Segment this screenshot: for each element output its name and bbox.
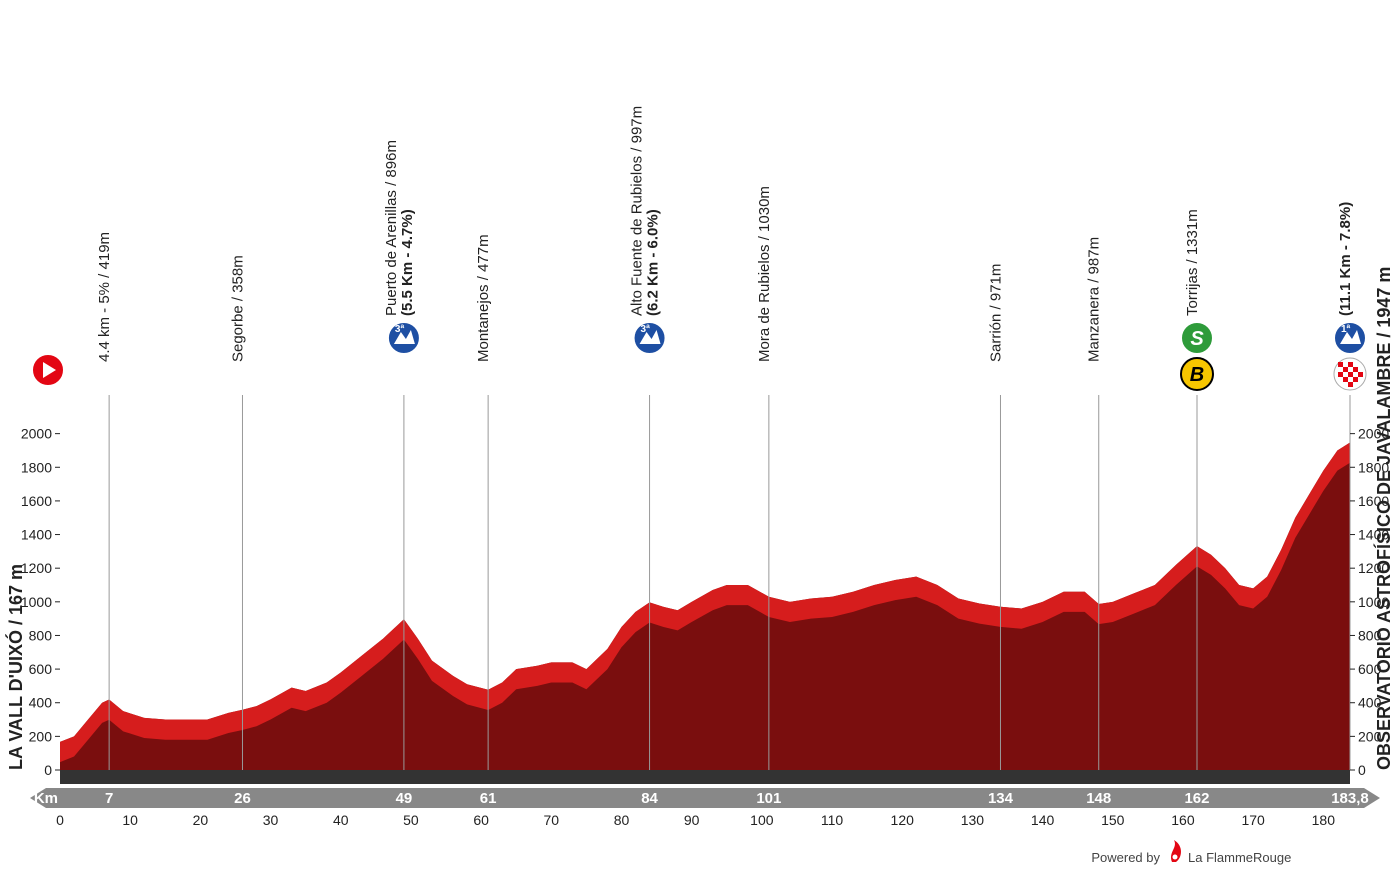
y-tick-label-left: 0 (44, 762, 52, 778)
x-tick-label: 30 (263, 812, 279, 828)
marker-label: Sarrión / 971m (987, 264, 1004, 362)
svg-text:1ª: 1ª (1341, 324, 1351, 335)
x-tick-label: 20 (193, 812, 209, 828)
marker-label: Mora de Rubielos / 1030m (756, 186, 773, 362)
km-bar-value: 49 (396, 790, 413, 807)
km-bar-value: 101 (756, 790, 781, 807)
km-bar-value: 26 (234, 790, 251, 807)
x-tick-label: 80 (614, 812, 630, 828)
x-tick-label: 90 (684, 812, 700, 828)
y-tick-label-left: 1400 (21, 527, 52, 543)
km-bar-value: 84 (641, 790, 658, 807)
km-bar-value: 148 (1086, 790, 1111, 807)
credit-brand: La FlammeRouge (1188, 850, 1291, 865)
credit-prefix: Powered by (1091, 850, 1160, 865)
kom-icon: 1ª (1334, 322, 1366, 354)
y-tick-label-left: 800 (29, 627, 53, 643)
x-tick-label: 120 (891, 812, 915, 828)
marker-label-bold: (5.5 Km - 4.7%) (399, 209, 416, 316)
y-tick-label-left: 2000 (21, 426, 52, 442)
marker-label: Segorbe / 358m (229, 255, 246, 362)
x-tick-label: 140 (1031, 812, 1055, 828)
x-tick-label: 110 (821, 812, 844, 828)
marker-label: Montanejos / 477m (475, 234, 492, 362)
sprint-icon: S (1181, 322, 1213, 354)
x-tick-label: 130 (961, 812, 985, 828)
bonus-icon: B (1181, 358, 1213, 390)
marker-label: Manzanera / 987m (1086, 237, 1103, 362)
km-bar-value: 134 (988, 790, 1014, 807)
baseline-strip (60, 770, 1350, 784)
x-tick-label: 160 (1171, 812, 1195, 828)
finish-icon (1334, 358, 1366, 390)
x-tick-label: 150 (1101, 812, 1125, 828)
x-tick-label: 100 (750, 812, 774, 828)
svg-text:3ª: 3ª (395, 324, 405, 335)
svg-text:B: B (1190, 364, 1204, 386)
x-tick-label: 0 (56, 812, 64, 828)
svg-text:3ª: 3ª (641, 324, 651, 335)
kom-icon: 3ª (388, 322, 420, 354)
x-tick-label: 50 (403, 812, 419, 828)
finish-label: OBSERVATORIO ASTROFÍSICO DE JAVALAMBRE /… (1373, 267, 1394, 770)
km-bar-value: 162 (1184, 790, 1209, 807)
x-tick-label: 60 (473, 812, 489, 828)
kom-icon: 3ª (634, 322, 666, 354)
km-ribbon (30, 788, 1380, 808)
start-label: LA VALL D'UIXÓ / 167 m (5, 564, 26, 770)
flame-icon (1171, 840, 1181, 862)
y-tick-label-left: 600 (29, 661, 53, 677)
km-bar-value: 61 (480, 790, 497, 807)
marker-label: Puerto de Arenillas / 896m (383, 140, 400, 316)
km-bar-value: 183,8 (1331, 790, 1369, 807)
marker-label-bold: (6.2 Km - 6.0%) (645, 209, 662, 316)
km-bar-label: Km (34, 790, 58, 807)
x-tick-label: 10 (122, 812, 138, 828)
km-bar-value: 7 (105, 790, 113, 807)
svg-text:S: S (1190, 328, 1204, 350)
y-tick-label-left: 400 (29, 695, 53, 711)
x-tick-label: 180 (1312, 812, 1336, 828)
x-tick-label: 40 (333, 812, 349, 828)
marker-label: (11.1 Km - 7.8%) (1337, 202, 1354, 316)
x-tick-label: 70 (544, 812, 560, 828)
y-tick-label-left: 1600 (21, 493, 52, 509)
y-tick-label-left: 200 (29, 728, 53, 744)
marker-label: Alto Fuente de Rubielos / 997m (629, 106, 646, 316)
marker-label: 4.4 km - 5% / 419m (96, 232, 113, 362)
y-tick-label-left: 1800 (21, 459, 52, 475)
y-tick-label-right: 0 (1358, 762, 1366, 778)
x-tick-label: 170 (1241, 812, 1265, 828)
start-icon (32, 354, 64, 386)
marker-label: Torrijas / 1331m (1184, 209, 1201, 316)
